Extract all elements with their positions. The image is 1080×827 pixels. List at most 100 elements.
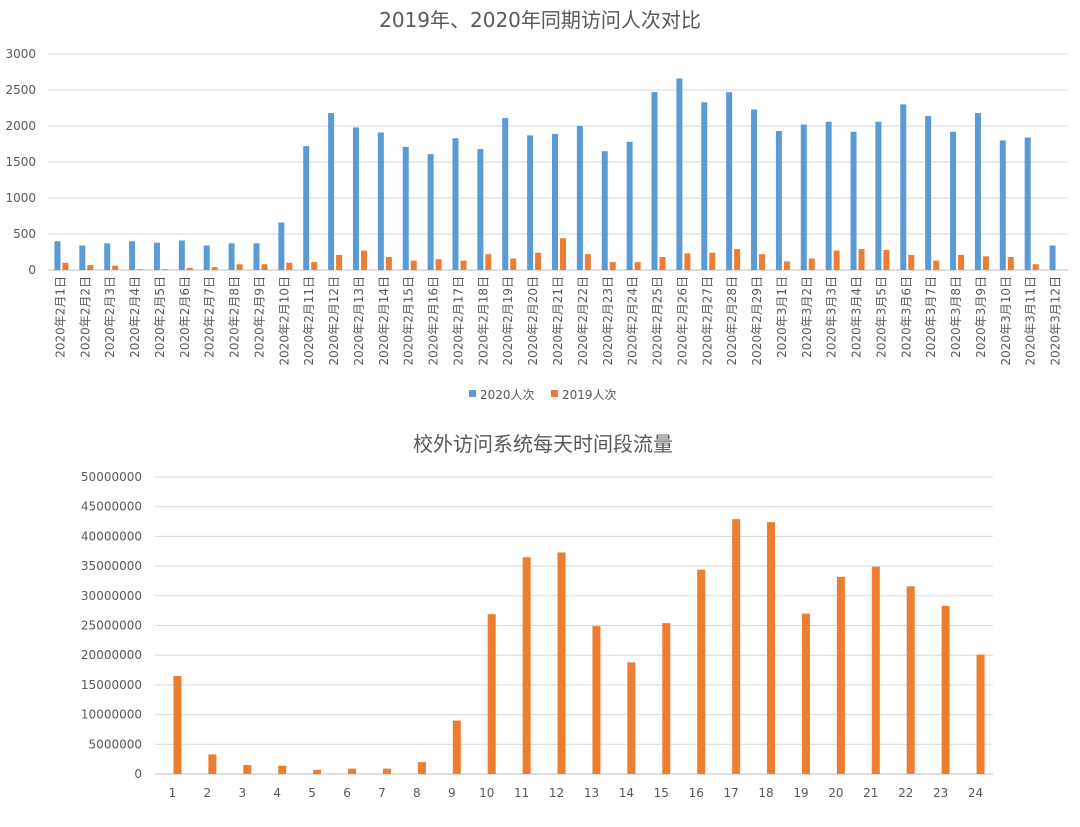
chart2-x-tick-label: 8 (413, 786, 421, 800)
chart1-x-tick-label: 2020年2月17日 (451, 276, 465, 365)
chart2-x-tick-label: 6 (343, 786, 351, 800)
chart2-x-tick-label: 13 (584, 786, 599, 800)
chart1-bar-2020 (203, 245, 210, 270)
chart2-x-tick-label: 15 (654, 786, 669, 800)
chart1-bar-2020 (552, 133, 558, 270)
chart1-x-tick-label: 2020年3月3日 (825, 276, 839, 358)
chart1-bar-2020 (999, 140, 1006, 270)
chart1-bar-2020 (751, 109, 758, 270)
chart1-x-tick-label: 2020年3月12日 (1049, 276, 1063, 365)
chart1-bar-2019 (584, 254, 591, 270)
chart1-bar-2019 (560, 238, 566, 270)
chart1-bar-2020 (104, 243, 111, 270)
chart1-x-tick-label: 2020年3月10日 (999, 276, 1013, 365)
chart2-y-tick-label: 20000000 (81, 648, 142, 662)
chart1-bar-2019 (808, 258, 815, 270)
chart1-x-tick-label: 2020年2月15日 (402, 276, 416, 365)
chart2-x-tick-label: 20 (828, 786, 843, 800)
chart2-bar (871, 566, 880, 774)
chart1-bar-2020 (427, 154, 434, 270)
chart1-x-tick-label: 2020年2月1日 (53, 276, 67, 358)
chart1-bar-2020 (676, 78, 683, 270)
chart1-bar-2019 (634, 262, 641, 270)
chart1-x-tick-label: 2020年3月7日 (924, 276, 938, 358)
chart2-x-tick-labels: 1 2 3 4 5 6 7 8 9 10 11 12 13 14 15 16 17 18 19 20 21 22 23 24 (169, 786, 984, 800)
chart2-bar (487, 614, 496, 774)
chart2-x-tick-label: 1 (169, 786, 177, 800)
chart1-bar-2019 (833, 250, 840, 270)
chart1-bar-2019 (982, 256, 989, 270)
chart1-bar-2020 (328, 113, 335, 270)
chart1-x-tick-label: 2020年2月22日 (576, 276, 590, 365)
chart1-x-tick-label: 2020年2月29日 (750, 276, 764, 365)
chart1-x-tick-label: 2020年3月6日 (899, 276, 913, 358)
chart2-x-tick-label: 16 (689, 786, 704, 800)
chart1-x-tick-label: 2020年3月4日 (850, 276, 864, 358)
chart1-bar-2020 (452, 138, 459, 270)
chart1-y-tick-label: 500 (13, 227, 36, 241)
chart1-bar-2020 (800, 124, 807, 270)
chart1-bar-2019 (858, 249, 865, 270)
chart1-bar-2020 (576, 126, 583, 270)
chart1-bar-2020 (974, 113, 981, 270)
chart2-x-tick-label: 2 (204, 786, 212, 800)
chart1-bar-2019 (783, 261, 790, 270)
chart1-bar-2020 (303, 146, 310, 270)
chart2-x-tick-label: 7 (378, 786, 386, 800)
chart1-y-tick-label: 1000 (5, 191, 36, 205)
chart2-x-tick-label: 9 (448, 786, 456, 800)
chart1-bar-2019 (908, 254, 915, 270)
chart2-y-tick-labels: 0 5000000 10000000 15000000 20000000 25000000… (81, 470, 142, 781)
chart1-x-tick-label: 2020年2月20日 (526, 276, 540, 365)
chart1-x-tick-label: 2020年2月16日 (427, 276, 441, 365)
chart1-bar-2020 (477, 149, 484, 270)
chart1-bar-2019 (883, 249, 890, 270)
chart2-bar (592, 626, 601, 774)
chart1-x-tick-label: 2020年2月12日 (327, 276, 341, 365)
chart2-y-tick-label: 50000000 (81, 470, 142, 484)
chart1-x-tick-label: 2020年2月6日 (178, 276, 192, 358)
chart2-y-tick-label: 45000000 (81, 500, 142, 514)
chart1-x-tick-label: 2020年2月26日 (675, 276, 689, 365)
chart1-x-tick-label: 2020年3月11日 (1024, 276, 1038, 365)
chart1-bar-2019 (385, 257, 392, 270)
chart1-bar-2020 (228, 243, 235, 270)
chart1-bar-2019 (286, 262, 293, 270)
chart1-bar-2020 (601, 151, 608, 270)
chart1-bar-2019 (734, 249, 741, 270)
chart1-bar-2019 (535, 252, 542, 270)
chart2-bar (627, 662, 636, 774)
chart2-y-tick-label: 0 (134, 767, 142, 781)
chart1-bar-2020 (825, 121, 832, 271)
chart1-x-tick-label: 2020年2月5日 (153, 276, 167, 358)
chart1-y-tick-label: 2000 (5, 119, 36, 133)
chart1-bar-2020 (850, 131, 857, 270)
chart1-bar-2019 (759, 254, 766, 270)
chart1-bar-2020 (79, 245, 86, 270)
chart1-bar-2019 (958, 254, 965, 270)
legend-2020-swatch (469, 390, 476, 397)
chart2-bar (767, 522, 776, 774)
chart1-bar-2020 (1049, 245, 1056, 270)
chart2-bar (313, 769, 322, 774)
chart2-bar (522, 557, 531, 774)
chart2-bar (906, 586, 915, 774)
chart2-y-tick-label: 5000000 (89, 737, 142, 751)
chart1-x-tick-label: 2020年3月2日 (800, 276, 814, 358)
chart1-x-tick-label: 2020年3月9日 (974, 276, 988, 358)
chart1-bar-2019 (410, 260, 417, 270)
chart1-y-tick-label: 2500 (5, 83, 36, 97)
chart1-x-tick-label: 2020年3月5日 (874, 276, 888, 358)
chart1-bar-2019 (261, 264, 268, 270)
chart1-x-tick-label: 2020年3月8日 (949, 276, 963, 358)
chart2-bar (662, 623, 671, 774)
chart1-bar-2019 (336, 254, 343, 270)
chart1-bar-2019 (137, 269, 144, 270)
chart1-x-tick-label: 2020年2月21日 (551, 276, 565, 365)
chart2-y-tick-label: 30000000 (81, 589, 142, 603)
chart1-bar-2020 (352, 127, 359, 270)
chart2-x-tick-label: 14 (619, 786, 634, 800)
chart1-bar-2020 (950, 131, 957, 270)
chart2-y-tick-label: 15000000 (81, 678, 142, 692)
chart1-x-tick-label: 2020年2月8日 (228, 276, 242, 358)
